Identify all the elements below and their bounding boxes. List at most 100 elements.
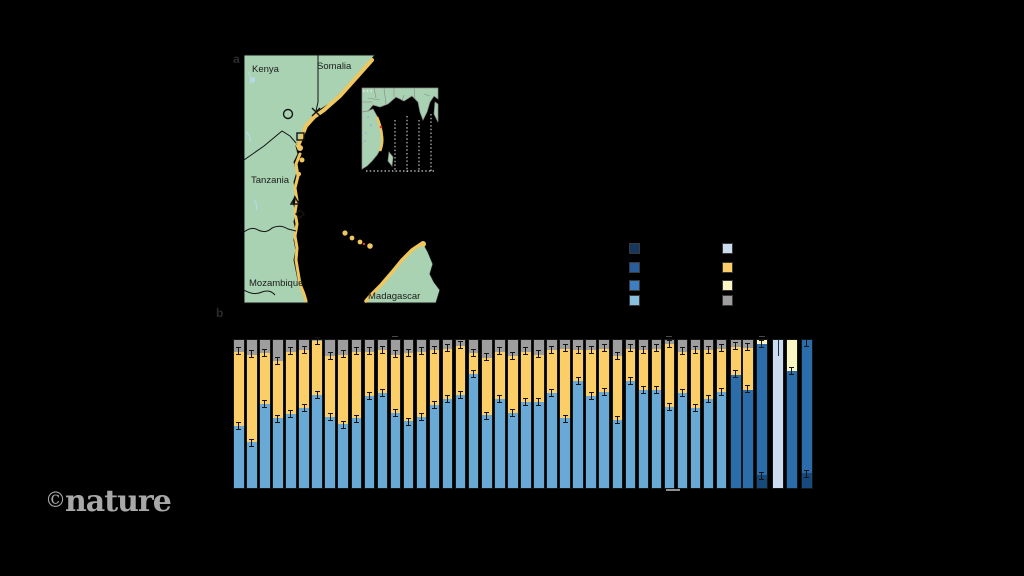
bar-segment-lightblue: [429, 405, 440, 488]
bar-segment-gold: [599, 348, 609, 392]
stacked-bar: [507, 339, 519, 489]
error-bar: [249, 350, 255, 358]
bar-segment-gold: [273, 361, 283, 419]
bar-segment-lightblue: [586, 396, 596, 488]
bar-segment-gold: [416, 351, 427, 417]
bar-segment-lightblue: [703, 399, 714, 488]
error-bar: [759, 339, 765, 348]
bar-segment-gold: [286, 351, 296, 414]
stacked-bar: [637, 339, 650, 489]
error-bar: [706, 395, 712, 403]
error-bar: [588, 345, 594, 354]
error-bar: [601, 344, 607, 352]
bar-segment-grey: [690, 340, 701, 351]
stacked-bar: [756, 339, 768, 489]
bar-segment-lightblue: [234, 425, 244, 488]
error-bar: [510, 408, 516, 417]
bar-segment-gold: [625, 348, 635, 382]
bar-segment-lightblue: [455, 394, 466, 488]
bar-segment-grey: [573, 340, 583, 351]
stacked-bar: [428, 339, 441, 489]
error-bar: [301, 404, 307, 412]
error-bar: [432, 401, 438, 409]
bar-segment-lightblue: [664, 406, 675, 488]
watermark-text: nature: [65, 484, 172, 519]
circle-marker: [282, 108, 294, 120]
legend-swatch-legend_blue2: [629, 262, 640, 273]
error-bar: [288, 347, 294, 355]
error-bar: [549, 389, 555, 397]
island-sites: [297, 145, 426, 249]
bar-segment-gold: [455, 345, 466, 395]
bar-segment-lightblue: [273, 418, 283, 488]
stacked-bar: [624, 339, 636, 489]
bar-segment-gold: [547, 350, 557, 394]
bar-segment-gold: [534, 354, 544, 403]
bar-segment-lightblue: [390, 412, 401, 488]
stacked-bar: [311, 339, 323, 489]
stacked-bar: [363, 339, 375, 489]
bar-segment-lightblue: [573, 381, 583, 488]
bar-segment-gold: [638, 350, 649, 391]
stacked-bar: [676, 339, 689, 489]
error-bar: [392, 350, 398, 358]
legend-swatch-paleyellow: [722, 279, 733, 291]
error-bar: [471, 348, 477, 357]
error-bar: [745, 385, 751, 394]
stacked-bar: [663, 339, 676, 489]
error-bar: [458, 390, 464, 399]
map-panel: Kenya Somalia Tanzania Mozambique Madaga…: [243, 54, 461, 307]
label-madagascar: Madagascar: [368, 291, 420, 302]
stacked-bar: [259, 339, 271, 489]
error-bar: [549, 345, 555, 354]
stacked-bar: [467, 339, 480, 489]
bar-segment-grey: [482, 340, 492, 358]
bar-segment-grey: [468, 340, 479, 354]
error-bar: [327, 351, 333, 360]
bar-segment-gold: [442, 348, 453, 400]
bar-segment-steel: [743, 389, 753, 488]
bar-segment-gold: [651, 348, 662, 391]
bar-segment-grey: [534, 340, 544, 355]
bar-segment-gold: [482, 357, 492, 416]
error-bar: [679, 347, 685, 355]
bar-segment-grey: [247, 340, 257, 355]
error-bar: [366, 347, 372, 355]
stacked-bar: [546, 339, 558, 489]
bar-segment-lightblue: [247, 442, 257, 488]
bar-segment-gold: [690, 350, 701, 409]
error-bar: [366, 392, 372, 400]
error-bar: [262, 399, 268, 408]
inset-east-africa: [361, 108, 384, 170]
bar-segment-lightblue: [325, 416, 335, 488]
error-bar: [653, 344, 659, 352]
error-bar: [418, 347, 424, 355]
bar-segment-gold: [743, 348, 753, 390]
error-bar: [759, 471, 765, 480]
above-bar-tick: [392, 335, 399, 337]
bar-segment-lightblue: [286, 413, 296, 488]
bar-segment-grey: [325, 340, 335, 357]
bar-segment-gold: [573, 350, 583, 382]
bar-segment-grey: [390, 340, 401, 355]
stacked-bar: [520, 339, 532, 489]
error-bar: [653, 386, 659, 394]
bar-segment-grey: [273, 340, 283, 362]
stacked-bar: [702, 339, 715, 489]
east-africa-map: Kenya Somalia Tanzania Mozambique Madaga…: [243, 54, 441, 304]
bar-segment-grey: [260, 340, 270, 354]
stacked-bar: [689, 339, 702, 489]
bar-segment-gold: [299, 350, 309, 409]
error-bar: [432, 345, 438, 354]
stacked-bar: [572, 339, 584, 489]
error-bar: [445, 395, 451, 403]
bar-segment-gold: [468, 353, 479, 375]
bar-segment-lightblue: [560, 418, 570, 488]
bar-segment-grey: [508, 340, 518, 357]
error-bar: [340, 350, 346, 358]
bar-segment-gold: [731, 346, 741, 375]
error-bar: [693, 345, 699, 354]
stacked-bar: [494, 339, 506, 489]
bar-segment-gold: [495, 351, 505, 400]
error-bar: [392, 408, 398, 417]
